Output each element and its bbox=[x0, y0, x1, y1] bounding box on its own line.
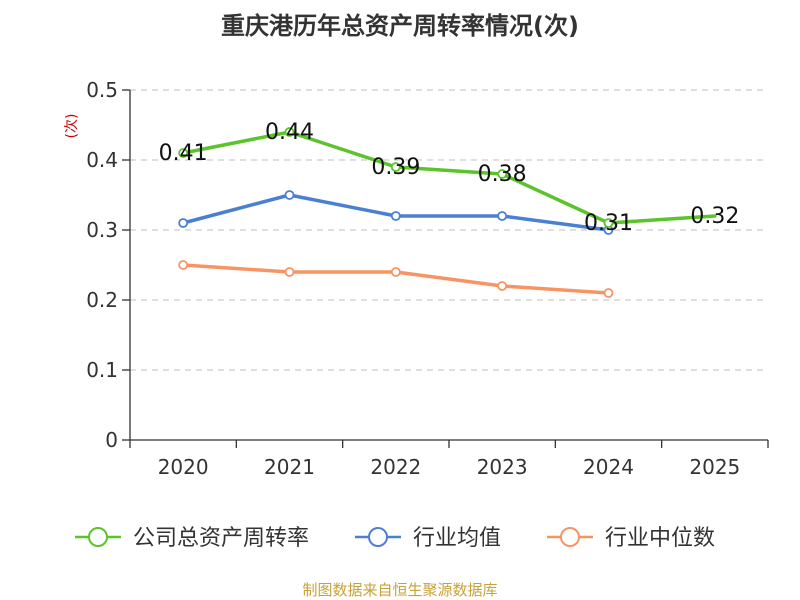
point-s2-2022 bbox=[390, 267, 401, 277]
point-s2-2021 bbox=[284, 267, 295, 277]
chart-title: 重庆港历年总资产周转率情况(次) bbox=[221, 12, 579, 40]
y-tick-label-1: 0.1 bbox=[86, 358, 118, 382]
point-s0-2024 bbox=[603, 218, 614, 228]
x-tick-label-2021: 2021 bbox=[264, 455, 315, 479]
y-axis-label: (次) bbox=[64, 114, 80, 139]
x-tick-label-2023: 2023 bbox=[477, 455, 528, 479]
legend-swatch-marker-0 bbox=[88, 527, 108, 547]
y-tick-label-2: 0.2 bbox=[86, 288, 118, 312]
point-s2-2024 bbox=[603, 288, 614, 298]
series-2 bbox=[178, 260, 614, 298]
legend: 公司总资产周转率 行业均值 行业中位数 bbox=[75, 526, 715, 551]
data-label-2025: 0.32 bbox=[690, 204, 739, 229]
gridlines bbox=[130, 89, 768, 371]
point-s0-2020 bbox=[178, 148, 189, 158]
x-tick-label-2024: 2024 bbox=[583, 455, 634, 479]
data-labels: 0.41 0.44 0.39 0.38 0.31 0.32 bbox=[159, 120, 740, 236]
point-s0-2023 bbox=[497, 169, 508, 179]
data-label-2021: 0.44 bbox=[265, 120, 314, 145]
legend-item-2: 行业中位数 bbox=[547, 526, 715, 551]
y-tick-label-3: 0.3 bbox=[86, 218, 118, 242]
source-note: 制图数据来自恒生聚源数据库 bbox=[302, 581, 497, 599]
series-lines bbox=[178, 127, 717, 298]
y-tick-label-4: 0.4 bbox=[86, 148, 118, 172]
y-tick-label-5: 0.5 bbox=[86, 78, 118, 102]
point-s0-2021 bbox=[284, 127, 295, 137]
point-s2-2020 bbox=[178, 260, 189, 270]
point-s2-2023 bbox=[497, 281, 508, 291]
point-s1-2020 bbox=[178, 218, 189, 228]
x-tick-label-2020: 2020 bbox=[158, 455, 209, 479]
legend-item-0: 公司总资产周转率 bbox=[75, 526, 309, 551]
data-label-2024: 0.31 bbox=[584, 211, 633, 236]
x-tick-label-2022: 2022 bbox=[370, 455, 421, 479]
x-tick-label-2025: 2025 bbox=[689, 455, 740, 479]
point-s0-2022 bbox=[390, 162, 401, 172]
legend-label-0: 公司总资产周转率 bbox=[133, 526, 309, 551]
data-label-2022: 0.39 bbox=[371, 155, 420, 180]
legend-swatch-marker-2 bbox=[560, 527, 580, 547]
legend-label-1: 行业均值 bbox=[413, 526, 501, 551]
series-1 bbox=[178, 190, 614, 235]
axes: 0 0.1 0.2 0.3 0.4 0.5 2020 2021 2022 2023 2024 2025 bbox=[86, 78, 769, 479]
data-label-2023: 0.38 bbox=[478, 162, 527, 187]
series-0 bbox=[178, 127, 717, 228]
data-label-2020: 0.41 bbox=[159, 141, 208, 166]
point-s1-2021 bbox=[284, 190, 295, 200]
point-s1-2022 bbox=[390, 211, 401, 221]
point-s1-2023 bbox=[497, 211, 508, 221]
legend-item-1: 行业均值 bbox=[355, 526, 501, 551]
legend-swatch-marker-1 bbox=[368, 527, 388, 547]
legend-label-2: 行业中位数 bbox=[605, 526, 715, 551]
series-line-0 bbox=[181, 130, 717, 225]
y-tick-label-0: 0 bbox=[105, 428, 118, 452]
